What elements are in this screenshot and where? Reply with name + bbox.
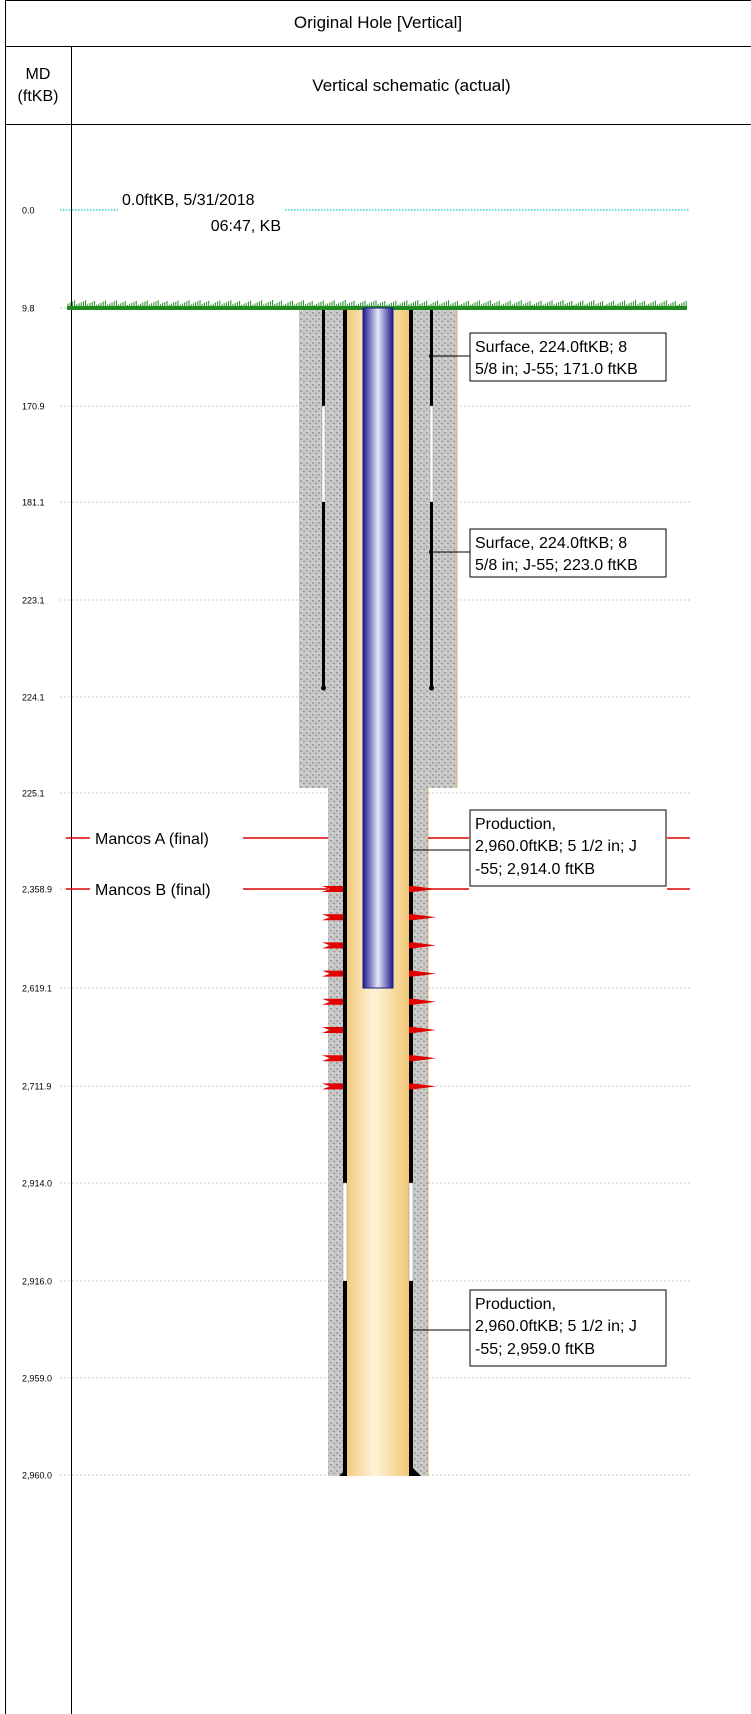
perforation-right-wall	[409, 1083, 413, 1090]
production-casing-wall	[409, 1281, 413, 1476]
depth-label: 9.8	[22, 304, 35, 314]
production-casing-joint	[408, 1182, 414, 1282]
perforation-right	[413, 914, 436, 921]
depth-label: 2,711.9	[22, 1082, 51, 1092]
surface-casing-wall	[430, 310, 433, 406]
perforation-right	[413, 886, 436, 892]
casing-label-line1: Surface, 224.0ftKB; 8	[475, 339, 627, 356]
depth-label: 224.1	[22, 693, 45, 703]
tubing-string	[362, 307, 394, 989]
surface-casing-wall	[430, 502, 433, 688]
surface-casing-shoe	[321, 685, 326, 691]
schematic-column-header: Vertical schematic (actual)	[72, 47, 751, 125]
perforation-right-wall	[409, 1055, 413, 1062]
casing-label-line1: Production,	[475, 1296, 556, 1313]
depth-label: 2,960.0	[22, 1471, 52, 1481]
perforation-right	[413, 1055, 436, 1062]
perforation-left	[322, 1083, 343, 1090]
production-casing-joint	[342, 1182, 348, 1282]
depth-label: 2,959.0	[22, 1374, 52, 1384]
depth-label: 225.1	[22, 789, 45, 799]
casing-label-line2: 5/8 in; J-55; 171.0 ftKB	[475, 361, 638, 378]
perforation-left	[322, 886, 343, 892]
md-column-divider	[71, 125, 72, 1714]
casing-label-line1: Production,	[475, 816, 556, 833]
production-casing-wall	[409, 310, 413, 1183]
casing-label-line2: 5/8 in; J-55; 223.0 ftKB	[475, 557, 638, 574]
production-casing-wall	[343, 310, 347, 1183]
surface-casing-shoe	[429, 685, 434, 691]
md-column-header: MD (ftKB)	[5, 47, 72, 125]
ground-grass	[67, 300, 687, 308]
casing-label-line3: -55; 2,959.0 ftKB	[475, 1341, 595, 1358]
depth-label: 181.1	[22, 498, 45, 508]
casing-label-box	[469, 809, 667, 887]
perforation-right	[413, 998, 436, 1005]
surface-casing-joint	[321, 405, 326, 503]
casing-label-box	[469, 332, 667, 382]
perforation-right-wall	[409, 1027, 413, 1033]
depth-label: 2,916.0	[22, 1277, 52, 1287]
casing-label-line2: 2,960.0ftKB; 5 1/2 in; J	[475, 1318, 637, 1335]
production-casing-shoe	[339, 1468, 347, 1476]
casing-label-anchor	[409, 848, 413, 852]
md-header-line1: MD	[25, 65, 51, 83]
casing-label-anchor	[429, 550, 433, 554]
perforation-left	[322, 970, 343, 977]
formation-label: Mancos B (final)	[95, 882, 211, 899]
perforation-right-wall	[409, 886, 413, 892]
depth-label: 170.9	[22, 402, 45, 412]
depth-label: 2,619.1	[22, 984, 52, 994]
perforation-left	[322, 1055, 343, 1062]
perforation-right	[413, 1083, 436, 1090]
surface-casing-joint	[429, 405, 434, 503]
casing-label-anchor	[409, 1328, 413, 1332]
formation-label: Mancos A (final)	[95, 831, 209, 848]
casing-label-line2: 2,960.0ftKB; 5 1/2 in; J	[475, 838, 637, 855]
casing-label-box	[469, 1289, 667, 1367]
perforation-right-wall	[409, 998, 413, 1005]
perforation-left	[322, 942, 343, 949]
perforation-right-wall	[409, 914, 413, 921]
depth-label: 223.1	[22, 596, 45, 606]
depth-label: 0.0	[22, 206, 35, 216]
depth-label: 2,914.0	[22, 1179, 52, 1189]
md-header-line2: (ftKB)	[17, 87, 59, 105]
page-title: Original Hole [Vertical]	[5, 0, 751, 47]
perforation-left	[322, 998, 343, 1005]
casing-label-line1: Surface, 224.0ftKB; 8	[475, 535, 627, 552]
production-casing-shoe	[413, 1468, 421, 1476]
perforation-right-wall	[409, 942, 413, 949]
casing-label-line3: -55; 2,914.0 ftKB	[475, 861, 595, 878]
perforation-right	[413, 1027, 436, 1033]
production-casing-wall	[343, 1281, 347, 1476]
depth-label: 2,358.9	[22, 885, 52, 895]
casing-label-anchor	[429, 354, 433, 358]
schematic-frame	[5, 0, 751, 1714]
perforation-right-wall	[409, 970, 413, 977]
casing-label-box	[469, 528, 667, 578]
surface-casing-wall	[322, 502, 325, 688]
perforation-right	[413, 970, 436, 977]
kb-annotation-line2: 06:47, KB	[211, 218, 281, 235]
perforation-right	[413, 942, 436, 949]
kb-annotation-line1: 0.0ftKB, 5/31/2018	[122, 192, 255, 209]
perforation-left	[322, 1027, 343, 1033]
surface-casing-wall	[322, 310, 325, 406]
perforation-left	[322, 914, 343, 921]
